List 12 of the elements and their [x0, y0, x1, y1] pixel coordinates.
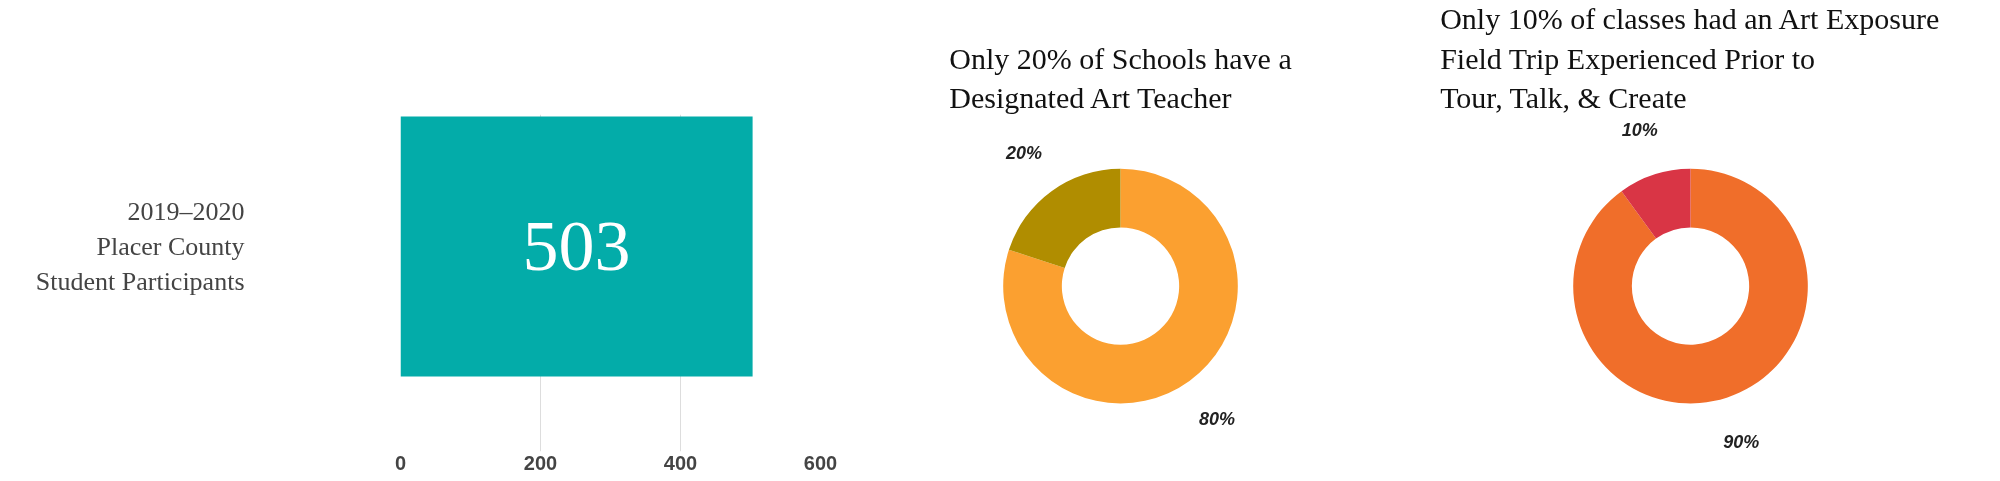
y-tick-label: 2019–2020 Placer County Student Participants	[35, 197, 245, 296]
data-label: 10%	[1621, 119, 1658, 140]
x-tick-label: 0	[394, 451, 407, 474]
data-label: 503	[522, 205, 631, 286]
chart-title: Only 20% of Schools have a Designated Art Teacher	[949, 41, 1292, 115]
data-label: 20%	[1004, 143, 1042, 164]
chart-title: Only 10% of classes had an Art Exposure Field Trip Experienced Prior to Tour, Talk, & Create	[1440, 2, 1940, 115]
x-tick-label: 600	[803, 451, 838, 474]
x-tick-label: 200	[523, 451, 558, 474]
x-tick-label: 400	[663, 451, 698, 474]
data-label: 90%	[1723, 432, 1760, 453]
data-label: 80%	[1199, 408, 1236, 429]
